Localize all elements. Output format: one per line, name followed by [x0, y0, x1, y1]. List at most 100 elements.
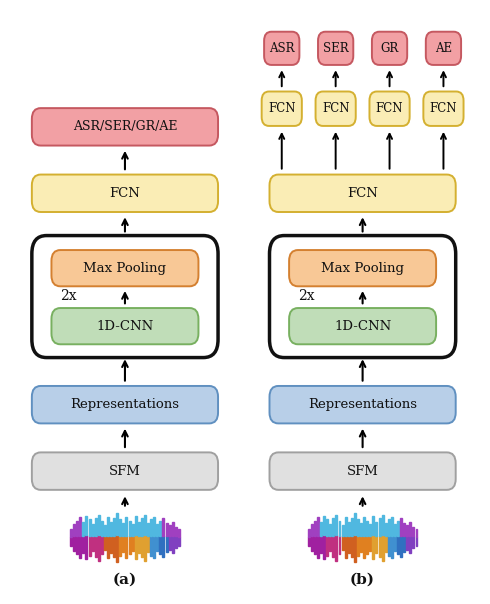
Bar [409, 522, 411, 536]
Bar [354, 513, 356, 535]
Bar [147, 536, 149, 552]
Bar [372, 535, 374, 559]
Bar [128, 536, 130, 554]
Bar [351, 536, 353, 557]
Text: Representations: Representations [71, 398, 179, 411]
Bar [172, 522, 173, 536]
Bar [110, 522, 112, 536]
Text: SFM: SFM [346, 464, 379, 478]
Bar [153, 536, 155, 558]
Bar [379, 536, 381, 557]
Bar [314, 536, 316, 554]
Bar [135, 535, 137, 559]
Bar [89, 519, 91, 536]
Text: FCN: FCN [109, 187, 141, 200]
Bar [308, 537, 310, 546]
Bar [357, 536, 359, 556]
Bar [382, 535, 384, 561]
Bar [120, 536, 122, 556]
FancyBboxPatch shape [426, 31, 461, 65]
Text: Max Pooling: Max Pooling [83, 262, 167, 275]
Bar [120, 519, 122, 536]
FancyBboxPatch shape [318, 31, 353, 65]
Bar [159, 536, 161, 554]
Bar [332, 518, 334, 536]
Bar [388, 519, 390, 536]
Text: GR: GR [380, 42, 399, 55]
Bar [320, 536, 322, 553]
Bar [348, 536, 350, 553]
Bar [70, 537, 72, 546]
Bar [178, 537, 180, 546]
Bar [147, 523, 149, 536]
FancyBboxPatch shape [32, 452, 218, 490]
Bar [122, 523, 124, 536]
Text: SFM: SFM [109, 464, 141, 478]
Text: 2x: 2x [298, 289, 315, 303]
Bar [342, 536, 343, 550]
Bar [163, 536, 165, 557]
Bar [366, 536, 368, 554]
Bar [413, 527, 415, 536]
Bar [369, 524, 371, 536]
Bar [116, 535, 118, 562]
Bar [413, 536, 415, 548]
Bar [95, 536, 97, 557]
Bar [144, 515, 146, 535]
Bar [116, 513, 118, 535]
Bar [311, 524, 313, 536]
Bar [308, 529, 310, 537]
Bar [175, 527, 177, 536]
Text: SER: SER [323, 42, 348, 55]
Bar [172, 536, 173, 553]
Bar [79, 536, 81, 558]
Text: ASR: ASR [269, 42, 294, 55]
Text: Representations: Representations [308, 398, 417, 411]
FancyBboxPatch shape [289, 250, 436, 286]
Bar [141, 518, 143, 536]
Bar [110, 536, 112, 553]
Bar [336, 515, 338, 535]
Bar [344, 536, 346, 558]
Bar [89, 536, 91, 556]
FancyBboxPatch shape [289, 308, 436, 344]
FancyBboxPatch shape [32, 175, 218, 212]
FancyBboxPatch shape [262, 91, 302, 126]
FancyBboxPatch shape [423, 91, 464, 126]
Bar [375, 522, 377, 536]
Bar [317, 536, 319, 558]
Bar [101, 521, 103, 536]
Bar [403, 536, 405, 552]
FancyBboxPatch shape [51, 308, 198, 344]
Bar [320, 522, 322, 536]
Text: FCN: FCN [376, 102, 403, 115]
Bar [98, 535, 100, 561]
Text: FCN: FCN [430, 102, 457, 115]
Bar [394, 536, 396, 551]
Bar [113, 518, 115, 536]
Bar [92, 524, 94, 536]
Bar [128, 521, 130, 536]
Bar [144, 535, 146, 561]
Bar [73, 524, 75, 536]
Bar [409, 536, 411, 553]
Bar [166, 523, 168, 536]
Bar [394, 524, 396, 536]
Bar [79, 517, 81, 536]
Text: 2x: 2x [60, 289, 77, 303]
Bar [107, 536, 109, 558]
Bar [122, 536, 124, 552]
Bar [369, 536, 371, 551]
Bar [363, 517, 365, 536]
Bar [156, 536, 158, 551]
Bar [379, 518, 381, 536]
Bar [406, 525, 408, 536]
Text: ASR/SER/GR/AE: ASR/SER/GR/AE [73, 120, 177, 133]
Bar [166, 536, 168, 552]
FancyBboxPatch shape [270, 452, 456, 490]
Bar [138, 522, 140, 536]
Bar [363, 536, 365, 558]
Bar [141, 536, 143, 557]
Bar [360, 536, 362, 552]
Bar [403, 523, 405, 536]
